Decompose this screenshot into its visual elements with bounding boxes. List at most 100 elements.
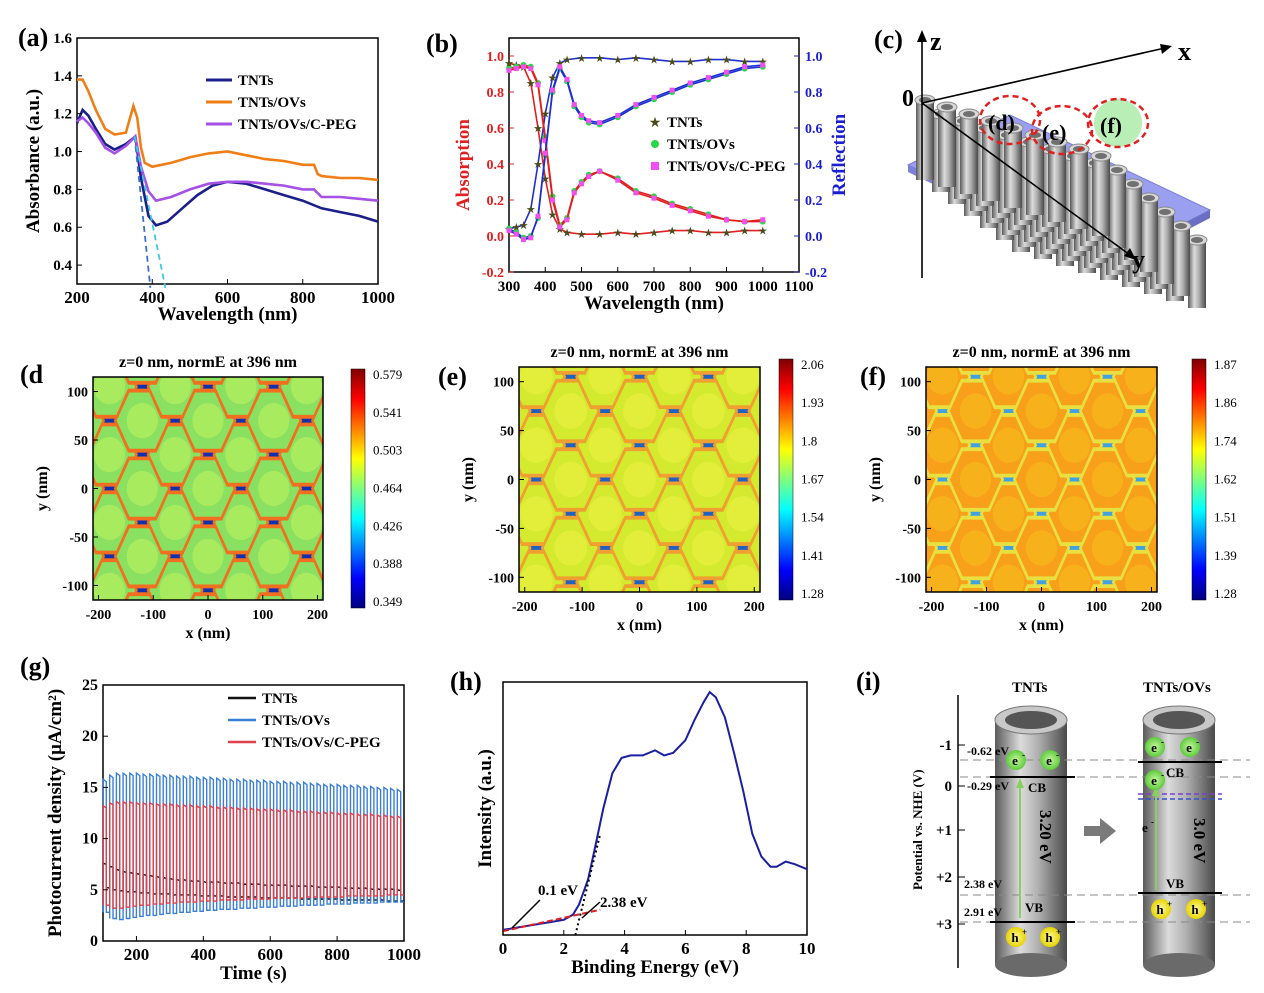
chart-e-hex-core: [726, 427, 760, 464]
nanotube-body: [1026, 135, 1044, 215]
a-xlabel: Wavelength (nm): [158, 304, 298, 325]
b-marker-square: [669, 87, 675, 93]
chart-f-hex-body: [1147, 459, 1157, 500]
b-marker-square: [579, 181, 584, 187]
panel-label-h: (h): [450, 667, 482, 696]
b-marker-star: ★: [685, 56, 695, 68]
b-marker-star: ★: [540, 109, 550, 121]
chart-f-hex-core: [959, 461, 992, 498]
b-marker-star: ★: [540, 173, 550, 185]
chart-d-hex-core: [93, 377, 126, 405]
chart-f-xtick-label: 100: [1086, 600, 1107, 615]
chart-f-hex-body: [1148, 588, 1199, 645]
chart-d-hex-body: [259, 596, 289, 600]
hole-particle: [1186, 899, 1206, 919]
nanotube-body: [1140, 198, 1158, 272]
chart-e-hex-core: [657, 367, 691, 395]
g-ytick-label: 0: [90, 933, 98, 950]
b-marker-square: [571, 190, 577, 196]
chart-d-hex-core: [225, 504, 257, 541]
chart-f-hex-core: [1158, 325, 1189, 361]
chart-f-hex-rim: [980, 276, 1037, 341]
b-ylabel-right: Reflection: [829, 113, 850, 196]
chart-d-hex-rim: [93, 377, 95, 380]
a-tangent-line: [133, 136, 152, 288]
chart-f-hex-core: [992, 495, 1025, 532]
nanotube-hole: [1111, 167, 1123, 173]
a-series-TNTs: [75, 107, 379, 227]
b-marker-star: ★: [703, 55, 713, 67]
vb-left-value: 2.38 eV: [964, 877, 1002, 891]
chart-e-xtick-label: 100: [686, 600, 707, 615]
chart-f-hex-rim: [1023, 367, 1060, 375]
b-xtick-label: 400: [534, 279, 557, 295]
b-marker-square: [535, 82, 541, 88]
chart-f-colorbar-label: 1.51: [1214, 510, 1237, 525]
electron-particle: [1145, 770, 1165, 790]
b-marker-star: ★: [595, 229, 605, 241]
chart-f-hex-core: [1058, 367, 1091, 395]
electron-label: e: [1186, 740, 1192, 755]
h-xtick-label: 10: [799, 939, 816, 958]
b-marker-star: ★: [722, 55, 732, 67]
chart-d-colorbar-label: 0.503: [373, 443, 402, 458]
chart-e-colorbar-label: 1.67: [801, 472, 824, 487]
b-marker-star: ★: [667, 226, 677, 238]
chart-d-colorbar-label: 0.388: [373, 556, 402, 571]
chart-d-xtick-label: -100: [140, 608, 166, 623]
b-marker-square: [550, 87, 555, 93]
b-marker-square: [724, 217, 729, 223]
tnts-ovs-title: TNTs/OVs: [1143, 680, 1211, 696]
b-marker-star: ★: [722, 227, 732, 239]
chart-e-hex-core: [623, 530, 656, 566]
potential-tick-label: 0: [945, 779, 953, 795]
electron-label: e: [1046, 753, 1052, 768]
electron-particle: [1145, 737, 1165, 757]
a-ytick-label: 1.6: [53, 31, 72, 47]
chart-f-hex-core: [1025, 461, 1058, 498]
a-xtick-label: 1000: [361, 288, 395, 307]
chart-e-hex-core: [657, 564, 691, 592]
chart-e-hex-core: [588, 495, 622, 532]
b-marker-square: [513, 231, 519, 237]
chart-d-hex-core: [93, 572, 126, 600]
b-marker-star: ★: [577, 53, 587, 65]
b-marker-star: ★: [562, 55, 572, 67]
chart-d-ytick-label: 0: [81, 483, 88, 498]
chart-d-hex-core: [94, 301, 125, 336]
chart-f-hex-core: [1058, 427, 1091, 464]
nanotube-body: [1048, 142, 1066, 222]
chart-e-hex-body: [475, 314, 529, 371]
chart-d-hex-core: [225, 572, 257, 600]
chart-d-hex-core: [225, 377, 257, 405]
chart-e-hex-body: [750, 527, 760, 569]
chart-e-hex-core: [761, 325, 794, 361]
b-marker-star: ★: [685, 226, 695, 238]
tnts-ovs-tube-top-hole: [1153, 711, 1205, 729]
nanotube-body: [1070, 149, 1088, 229]
nanotube-body: [1124, 184, 1142, 260]
region-e-label: (e): [1042, 120, 1066, 145]
chart-d-colorbar-label: 0.464: [373, 481, 403, 496]
chart-d-colorbar-label: 0.579: [373, 367, 402, 382]
hole-sign: +: [1202, 899, 1207, 909]
chart-e-hex-core: [520, 291, 553, 327]
chart-e-colorbar-label: 1.28: [801, 586, 824, 601]
chart-f-hex-body: [960, 367, 991, 371]
a-ytick-label: 0.8: [53, 182, 72, 198]
a-series-TNTs/OVs: [77, 78, 379, 182]
b-marker-star: ★: [533, 159, 543, 171]
y-axis-arrow: [1124, 248, 1136, 260]
b-ytick-label: 0.8: [487, 86, 505, 101]
g-legend-label: TNTs: [262, 691, 297, 707]
chart-e-xlabel: x (nm): [617, 617, 662, 634]
b-marker-star: ★: [631, 229, 641, 241]
x-axis: [921, 47, 1166, 104]
g-series-TNTs/OVs/C-PEG: [102, 800, 404, 909]
chart-d-hex-body: [51, 596, 102, 652]
chart-f-hex-body: [884, 314, 935, 371]
chart-e-hex-core: [588, 427, 622, 464]
chart-f-hex-body: [1148, 314, 1199, 371]
electron-label: e: [1012, 753, 1018, 768]
nanotube-hole: [985, 118, 997, 124]
